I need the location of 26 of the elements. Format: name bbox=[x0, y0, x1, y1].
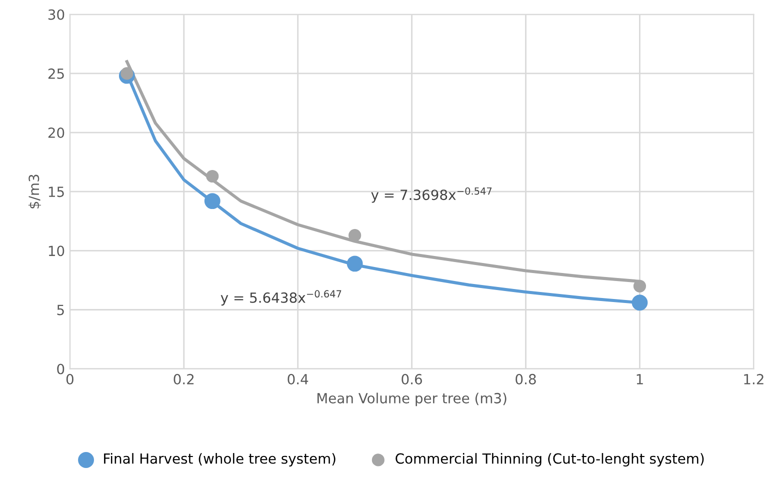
x-tick-label: 0.8 bbox=[516, 374, 536, 384]
y-tick-label: 0 bbox=[57, 364, 64, 374]
annotation: y = 5.6438x$^{−0.647}$ bbox=[220, 290, 342, 306]
point bbox=[632, 294, 648, 311]
y-tick-label: 20 bbox=[48, 127, 64, 138]
x-tick-label: 0.2 bbox=[174, 374, 194, 384]
y-axis-title: $/m3 bbox=[28, 174, 41, 208]
point bbox=[206, 170, 219, 183]
point bbox=[633, 280, 646, 292]
y-tick-label: 30 bbox=[48, 9, 64, 20]
y-tick-label: 25 bbox=[48, 68, 64, 79]
y-tick-label: 15 bbox=[48, 186, 64, 198]
legend-label: Commercial Thinning (Cut-to-lenght system) bbox=[396, 453, 704, 466]
x-tick-label: 1.2 bbox=[744, 374, 764, 384]
legend-label: Final Harvest (whole tree system) bbox=[104, 453, 336, 466]
x-tick-label: 0.4 bbox=[288, 374, 308, 384]
annotation: y = 7.3698x$^{−0.547}$ bbox=[371, 187, 492, 203]
point bbox=[346, 256, 363, 272]
x-tick-label: 1 bbox=[636, 374, 643, 384]
x-axis-title: Mean Volume per tree (m3) bbox=[317, 392, 506, 406]
y-tick-label: 10 bbox=[48, 246, 64, 256]
point bbox=[348, 229, 362, 242]
point bbox=[204, 193, 220, 210]
x-tick-label: 0.6 bbox=[402, 374, 422, 384]
x-tick-label: 0 bbox=[66, 374, 74, 384]
y-tick-label: 5 bbox=[57, 304, 64, 316]
